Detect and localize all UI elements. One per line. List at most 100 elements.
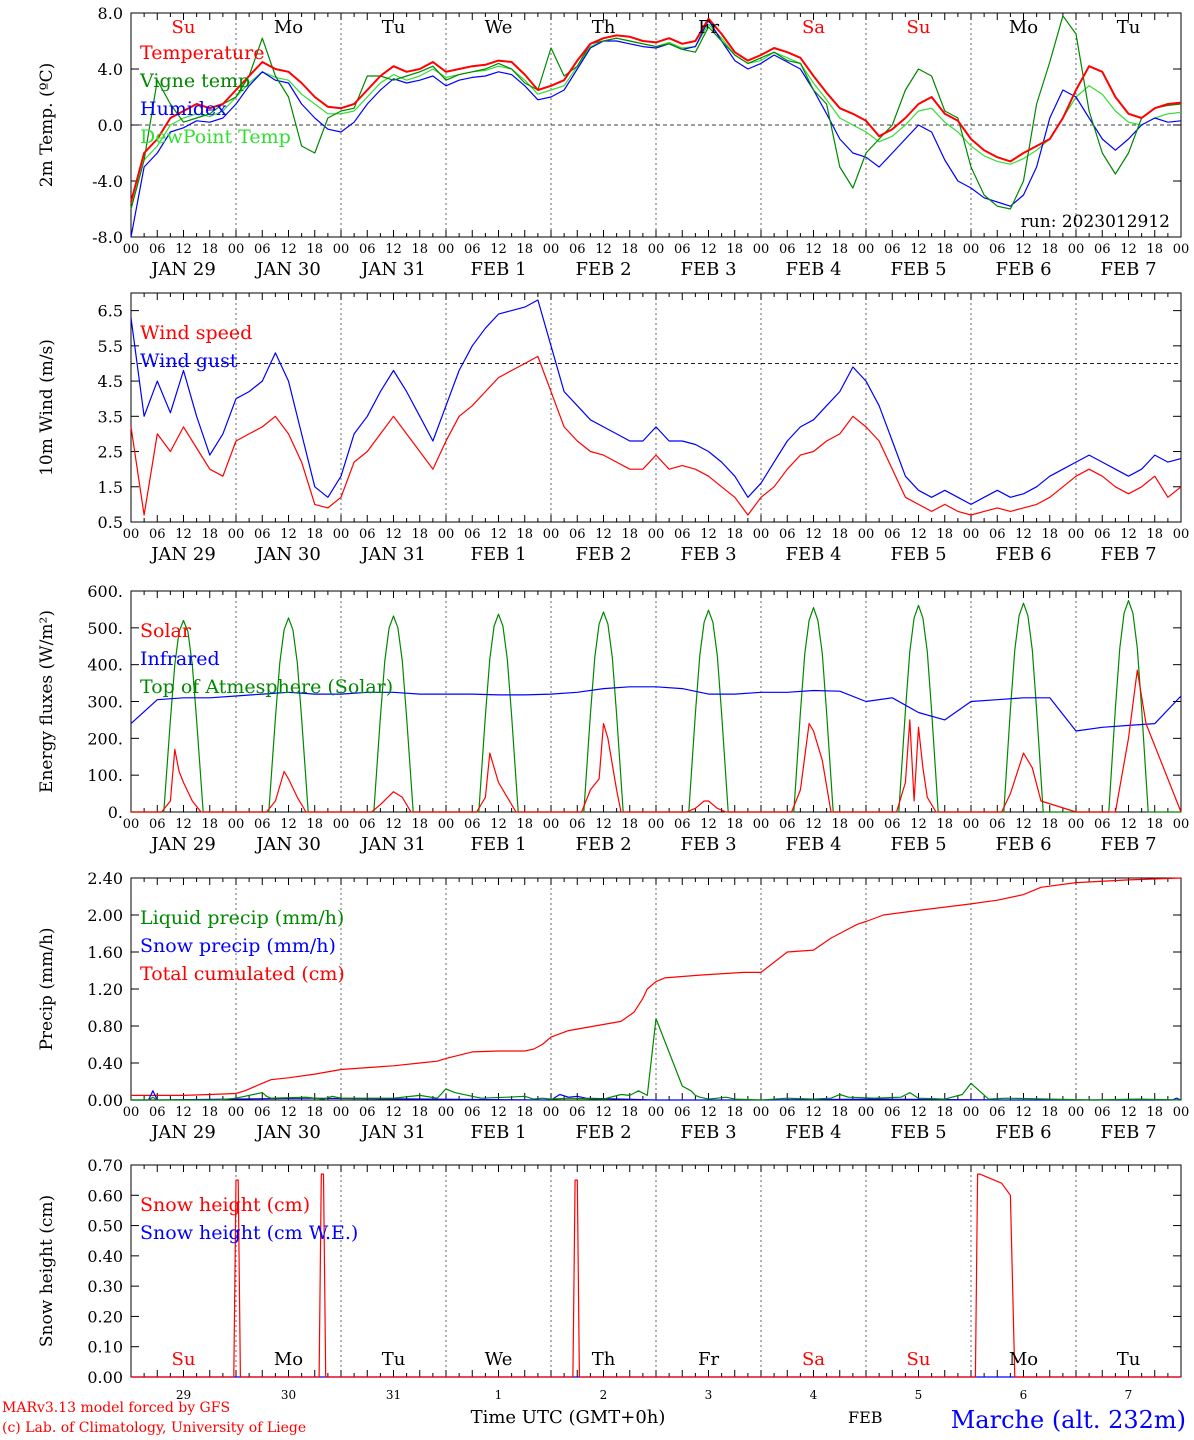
hour-tick-label: 06 xyxy=(989,527,1006,542)
date-label: FEB 6 xyxy=(995,544,1051,565)
hour-tick-label: 06 xyxy=(674,1105,691,1120)
y-tick-label: 0.5 xyxy=(98,513,123,532)
day-number-label: 31 xyxy=(386,1388,401,1402)
hour-tick-label: 06 xyxy=(1094,1105,1111,1120)
hour-tick-label: 12 xyxy=(385,817,402,832)
hour-tick-label: 00 xyxy=(1173,242,1190,257)
y-tick-label: 0.60 xyxy=(87,1186,123,1205)
hour-tick-label: 18 xyxy=(621,242,638,257)
hour-tick-label: 00 xyxy=(858,1105,875,1120)
y-tick-label: 0.30 xyxy=(87,1277,123,1296)
date-label: FEB 4 xyxy=(785,544,841,565)
hour-tick-label: 12 xyxy=(490,242,507,257)
y-tick-label: 0.80 xyxy=(87,1017,123,1036)
y-tick-label: 2.00 xyxy=(87,906,123,925)
y-tick-label: 0.50 xyxy=(87,1217,123,1236)
hour-tick-label: 06 xyxy=(884,527,901,542)
date-label: FEB 6 xyxy=(995,834,1051,855)
hour-tick-label: 18 xyxy=(411,242,428,257)
hour-tick-label: 18 xyxy=(516,1105,533,1120)
hour-tick-label: 12 xyxy=(175,817,192,832)
date-label: FEB 2 xyxy=(575,259,631,280)
hour-tick-label: 00 xyxy=(963,527,980,542)
hour-tick-label: 06 xyxy=(989,242,1006,257)
y-axis-label: Precip (mm/h) xyxy=(37,927,57,1050)
hour-tick-label: 18 xyxy=(621,817,638,832)
series-line-wind-speed xyxy=(130,355,1182,516)
weekday-label: Fr xyxy=(698,1349,719,1370)
series-line-humidex xyxy=(130,19,1182,238)
y-tick-label: 500. xyxy=(87,619,123,638)
y-tick-label: 8.0 xyxy=(98,4,123,23)
hour-tick-label: 00 xyxy=(543,242,560,257)
plot-frame xyxy=(130,292,1182,523)
weekday-label: Tu xyxy=(382,17,406,38)
hour-tick-label: 12 xyxy=(595,242,612,257)
hour-tick-label: 00 xyxy=(543,817,560,832)
hour-tick-label: 06 xyxy=(1094,527,1111,542)
y-tick-label: 0.00 xyxy=(87,1091,123,1110)
hour-tick-label: 06 xyxy=(359,527,376,542)
hour-tick-label: 18 xyxy=(516,817,533,832)
hour-tick-label: 18 xyxy=(1146,1105,1163,1120)
hour-tick-label: 00 xyxy=(438,527,455,542)
hour-tick-label: 12 xyxy=(175,242,192,257)
station-label: Marche (alt. 232m) xyxy=(951,1406,1186,1434)
weekday-label: Tu xyxy=(382,1349,406,1370)
hour-tick-label: 18 xyxy=(1041,242,1058,257)
weekday-label: Th xyxy=(592,17,616,38)
hour-tick-label: 06 xyxy=(989,817,1006,832)
weekday-label: Th xyxy=(592,1349,616,1370)
hour-tick-label: 06 xyxy=(464,817,481,832)
legend-entry: Humidex xyxy=(140,98,227,120)
y-tick-label: 400. xyxy=(87,656,123,675)
hour-tick-label: 18 xyxy=(306,817,323,832)
weekday-label: Mo xyxy=(1009,1349,1038,1370)
date-label: FEB 3 xyxy=(680,259,736,280)
date-label: JAN 30 xyxy=(254,1122,321,1143)
y-tick-label: 0.0 xyxy=(98,116,123,135)
series-line-snow-height-cm xyxy=(131,1173,1181,1378)
weekday-label: Tu xyxy=(1117,17,1141,38)
series-line-snow-precip-mm-h xyxy=(131,1090,1182,1101)
hour-tick-label: 06 xyxy=(254,527,271,542)
legend-entry: Solar xyxy=(140,620,192,642)
hour-tick-label: 00 xyxy=(1173,1105,1190,1120)
weekday-label: Su xyxy=(172,1349,196,1370)
credit-line-2: (c) Lab. of Climatology, University of L… xyxy=(2,1420,306,1436)
hour-tick-label: 18 xyxy=(1041,817,1058,832)
hour-tick-label: 00 xyxy=(858,242,875,257)
date-label: JAN 30 xyxy=(254,834,321,855)
weekday-label: Sa xyxy=(802,17,825,38)
hour-tick-label: 06 xyxy=(779,1105,796,1120)
date-label: JAN 29 xyxy=(149,259,216,280)
hour-tick-label: 12 xyxy=(805,817,822,832)
hour-tick-label: 00 xyxy=(648,1105,665,1120)
date-label: FEB 5 xyxy=(890,544,946,565)
date-label: FEB 2 xyxy=(575,834,631,855)
weekday-label: Mo xyxy=(1009,17,1038,38)
hour-tick-label: 00 xyxy=(1173,527,1190,542)
day-number-label: 6 xyxy=(1020,1388,1028,1402)
y-tick-label: 1.60 xyxy=(87,943,123,962)
hour-tick-label: 12 xyxy=(910,817,927,832)
y-axis-label: Energy fluxes (W/m²) xyxy=(37,610,57,793)
y-tick-label: -4.0 xyxy=(92,172,123,191)
hour-tick-label: 00 xyxy=(333,1105,350,1120)
hour-tick-label: 18 xyxy=(1146,527,1163,542)
hour-tick-label: 00 xyxy=(543,1105,560,1120)
y-tick-label: 2.5 xyxy=(98,443,123,462)
series-line-total-cumulated-cm xyxy=(131,877,1182,1096)
series-line-solar xyxy=(131,669,1182,813)
y-tick-label: 0.10 xyxy=(87,1338,123,1357)
y-tick-label: 100. xyxy=(87,766,123,785)
date-label: FEB 3 xyxy=(680,1122,736,1143)
date-label: FEB 3 xyxy=(680,544,736,565)
hour-tick-label: 06 xyxy=(359,1105,376,1120)
legend-entry: Snow precip (mm/h) xyxy=(140,935,336,957)
y-axis-label: 10m Wind (m/s) xyxy=(37,339,57,476)
date-label: FEB 6 xyxy=(995,259,1051,280)
hour-tick-label: 12 xyxy=(280,1105,297,1120)
y-tick-label: 0. xyxy=(108,803,123,822)
